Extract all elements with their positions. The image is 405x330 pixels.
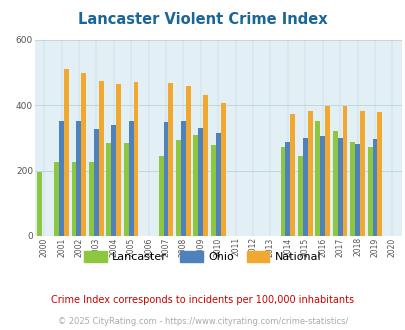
Bar <box>198 128 203 236</box>
Bar <box>176 140 181 236</box>
Bar <box>158 156 163 236</box>
Bar <box>302 138 307 236</box>
Bar <box>377 112 382 236</box>
Bar <box>320 136 324 236</box>
Bar <box>354 144 359 236</box>
Text: © 2025 CityRating.com - https://www.cityrating.com/crime-statistics/: © 2025 CityRating.com - https://www.city… <box>58 317 347 326</box>
Legend: Lancaster, Ohio, National: Lancaster, Ohio, National <box>80 247 325 267</box>
Bar <box>185 86 190 236</box>
Bar <box>372 139 377 236</box>
Bar <box>285 142 290 236</box>
Bar <box>210 145 215 236</box>
Bar <box>307 111 312 236</box>
Bar <box>37 172 42 236</box>
Bar <box>332 131 337 236</box>
Bar <box>359 111 364 236</box>
Bar <box>324 106 329 236</box>
Bar <box>350 142 354 236</box>
Bar <box>337 138 342 236</box>
Bar <box>280 147 285 236</box>
Bar <box>111 125 116 236</box>
Bar <box>215 133 220 236</box>
Bar <box>106 143 111 236</box>
Bar <box>367 147 372 236</box>
Bar <box>81 73 86 236</box>
Bar <box>94 129 98 236</box>
Bar <box>220 103 225 236</box>
Bar <box>54 162 59 236</box>
Bar <box>116 84 121 236</box>
Bar <box>290 114 294 236</box>
Bar <box>193 136 198 236</box>
Bar <box>163 122 168 236</box>
Bar <box>181 121 185 236</box>
Bar <box>98 81 103 236</box>
Bar <box>168 83 173 236</box>
Bar <box>203 95 208 236</box>
Text: Lancaster Violent Crime Index: Lancaster Violent Crime Index <box>78 12 327 26</box>
Bar <box>342 106 347 236</box>
Bar <box>76 121 81 236</box>
Bar <box>89 162 94 236</box>
Bar <box>71 162 76 236</box>
Bar <box>128 121 133 236</box>
Bar <box>64 69 68 236</box>
Text: Crime Index corresponds to incidents per 100,000 inhabitants: Crime Index corresponds to incidents per… <box>51 295 354 305</box>
Bar <box>133 82 138 236</box>
Bar <box>59 121 64 236</box>
Bar <box>315 121 320 236</box>
Bar <box>297 156 302 236</box>
Bar <box>124 143 128 236</box>
